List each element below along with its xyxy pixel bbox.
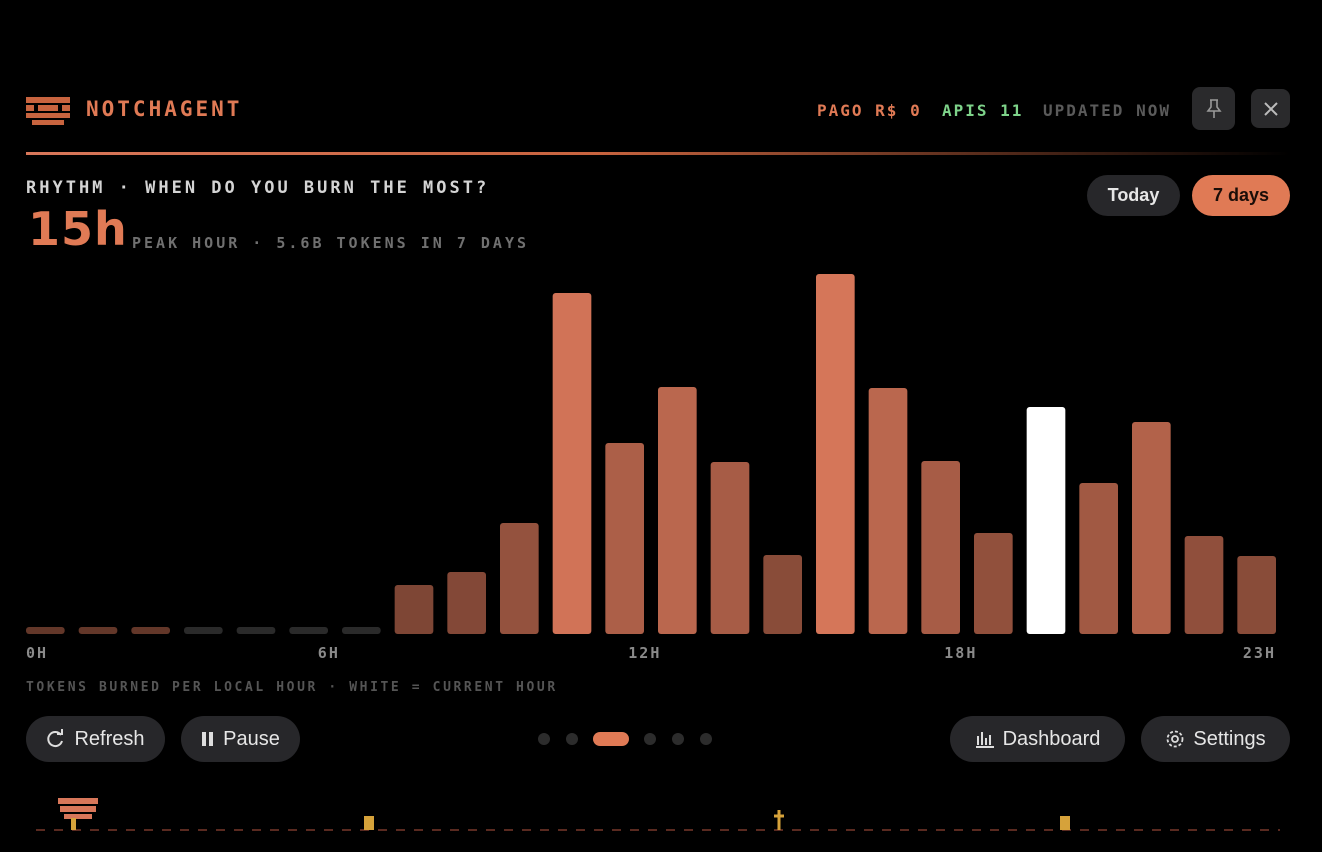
bar: [1132, 422, 1171, 634]
bar: [500, 523, 539, 634]
pin-button[interactable]: [1192, 87, 1235, 130]
close-icon: [1263, 101, 1278, 116]
x-tick-label: 6H: [318, 644, 340, 662]
bar: [1184, 536, 1224, 634]
bar: [710, 462, 750, 634]
section-title: RHYTHM · WHEN DO YOU BURN THE MOST?: [26, 178, 490, 198]
pin-icon: [1205, 98, 1222, 118]
pago-status: PAGO R$ 0: [817, 101, 922, 120]
pagination: [538, 732, 712, 746]
x-tick-label: 0H: [26, 644, 48, 662]
bar: [447, 572, 486, 634]
page-dot[interactable]: [566, 733, 578, 745]
bar: [605, 443, 644, 634]
x-tick-label: 12H: [628, 644, 661, 662]
settings-button[interactable]: Settings: [1141, 716, 1290, 762]
toggle-today[interactable]: Today: [1087, 175, 1180, 216]
page-dot-active[interactable]: [593, 732, 629, 746]
header-divider: [26, 152, 1290, 155]
x-tick-label: 23H: [1243, 644, 1276, 662]
refresh-button[interactable]: Refresh: [26, 716, 165, 762]
bar: [342, 627, 381, 634]
bar: [131, 627, 170, 634]
pause-icon: [202, 732, 214, 746]
apis-status: APIS 11: [942, 101, 1024, 120]
page-dot[interactable]: [644, 733, 656, 745]
bar: [763, 555, 802, 634]
bar: [868, 388, 908, 634]
refresh-label: Refresh: [74, 727, 145, 750]
bar: [394, 585, 434, 634]
bar: [552, 293, 592, 634]
settings-label: Settings: [1193, 727, 1266, 750]
bar: [1026, 407, 1066, 634]
bar: [1079, 483, 1118, 634]
app-title: NOTCHAGENT: [86, 97, 243, 121]
settings-icon: [1166, 730, 1184, 748]
toggle-7days[interactable]: 7 days: [1192, 175, 1290, 216]
footer-scene: [36, 798, 1280, 831]
bar: [184, 627, 223, 634]
bar: [974, 533, 1013, 634]
page-dot[interactable]: [672, 733, 684, 745]
logo: [26, 97, 70, 125]
page-dot[interactable]: [538, 733, 550, 745]
bar: [26, 627, 65, 634]
chart: 0H 6H 12H 18H 23H: [26, 274, 1276, 662]
dashboard-button[interactable]: Dashboard: [950, 716, 1125, 762]
pause-button[interactable]: Pause: [181, 716, 300, 762]
peak-hour: 15h: [28, 202, 128, 256]
updated-status: UPDATED NOW: [1043, 101, 1171, 120]
pause-label: Pause: [223, 727, 280, 750]
dashboard-label: Dashboard: [1002, 727, 1101, 750]
refresh-icon: [47, 729, 64, 748]
bar: [289, 627, 328, 634]
peak-subtitle: PEAK HOUR · 5.6B TOKENS IN 7 DAYS: [132, 234, 530, 252]
chart-caption: TOKENS BURNED PER LOCAL HOUR · WHITE = C…: [26, 680, 558, 695]
bar: [78, 627, 118, 634]
bar: [1237, 556, 1276, 634]
bar: [236, 627, 276, 634]
x-tick-label: 18H: [944, 644, 977, 662]
bar: [921, 461, 960, 634]
bar: [816, 274, 855, 634]
bar: [658, 387, 697, 634]
page-dot[interactable]: [700, 733, 712, 745]
close-button[interactable]: [1251, 89, 1290, 128]
dashboard-icon: [975, 732, 994, 748]
